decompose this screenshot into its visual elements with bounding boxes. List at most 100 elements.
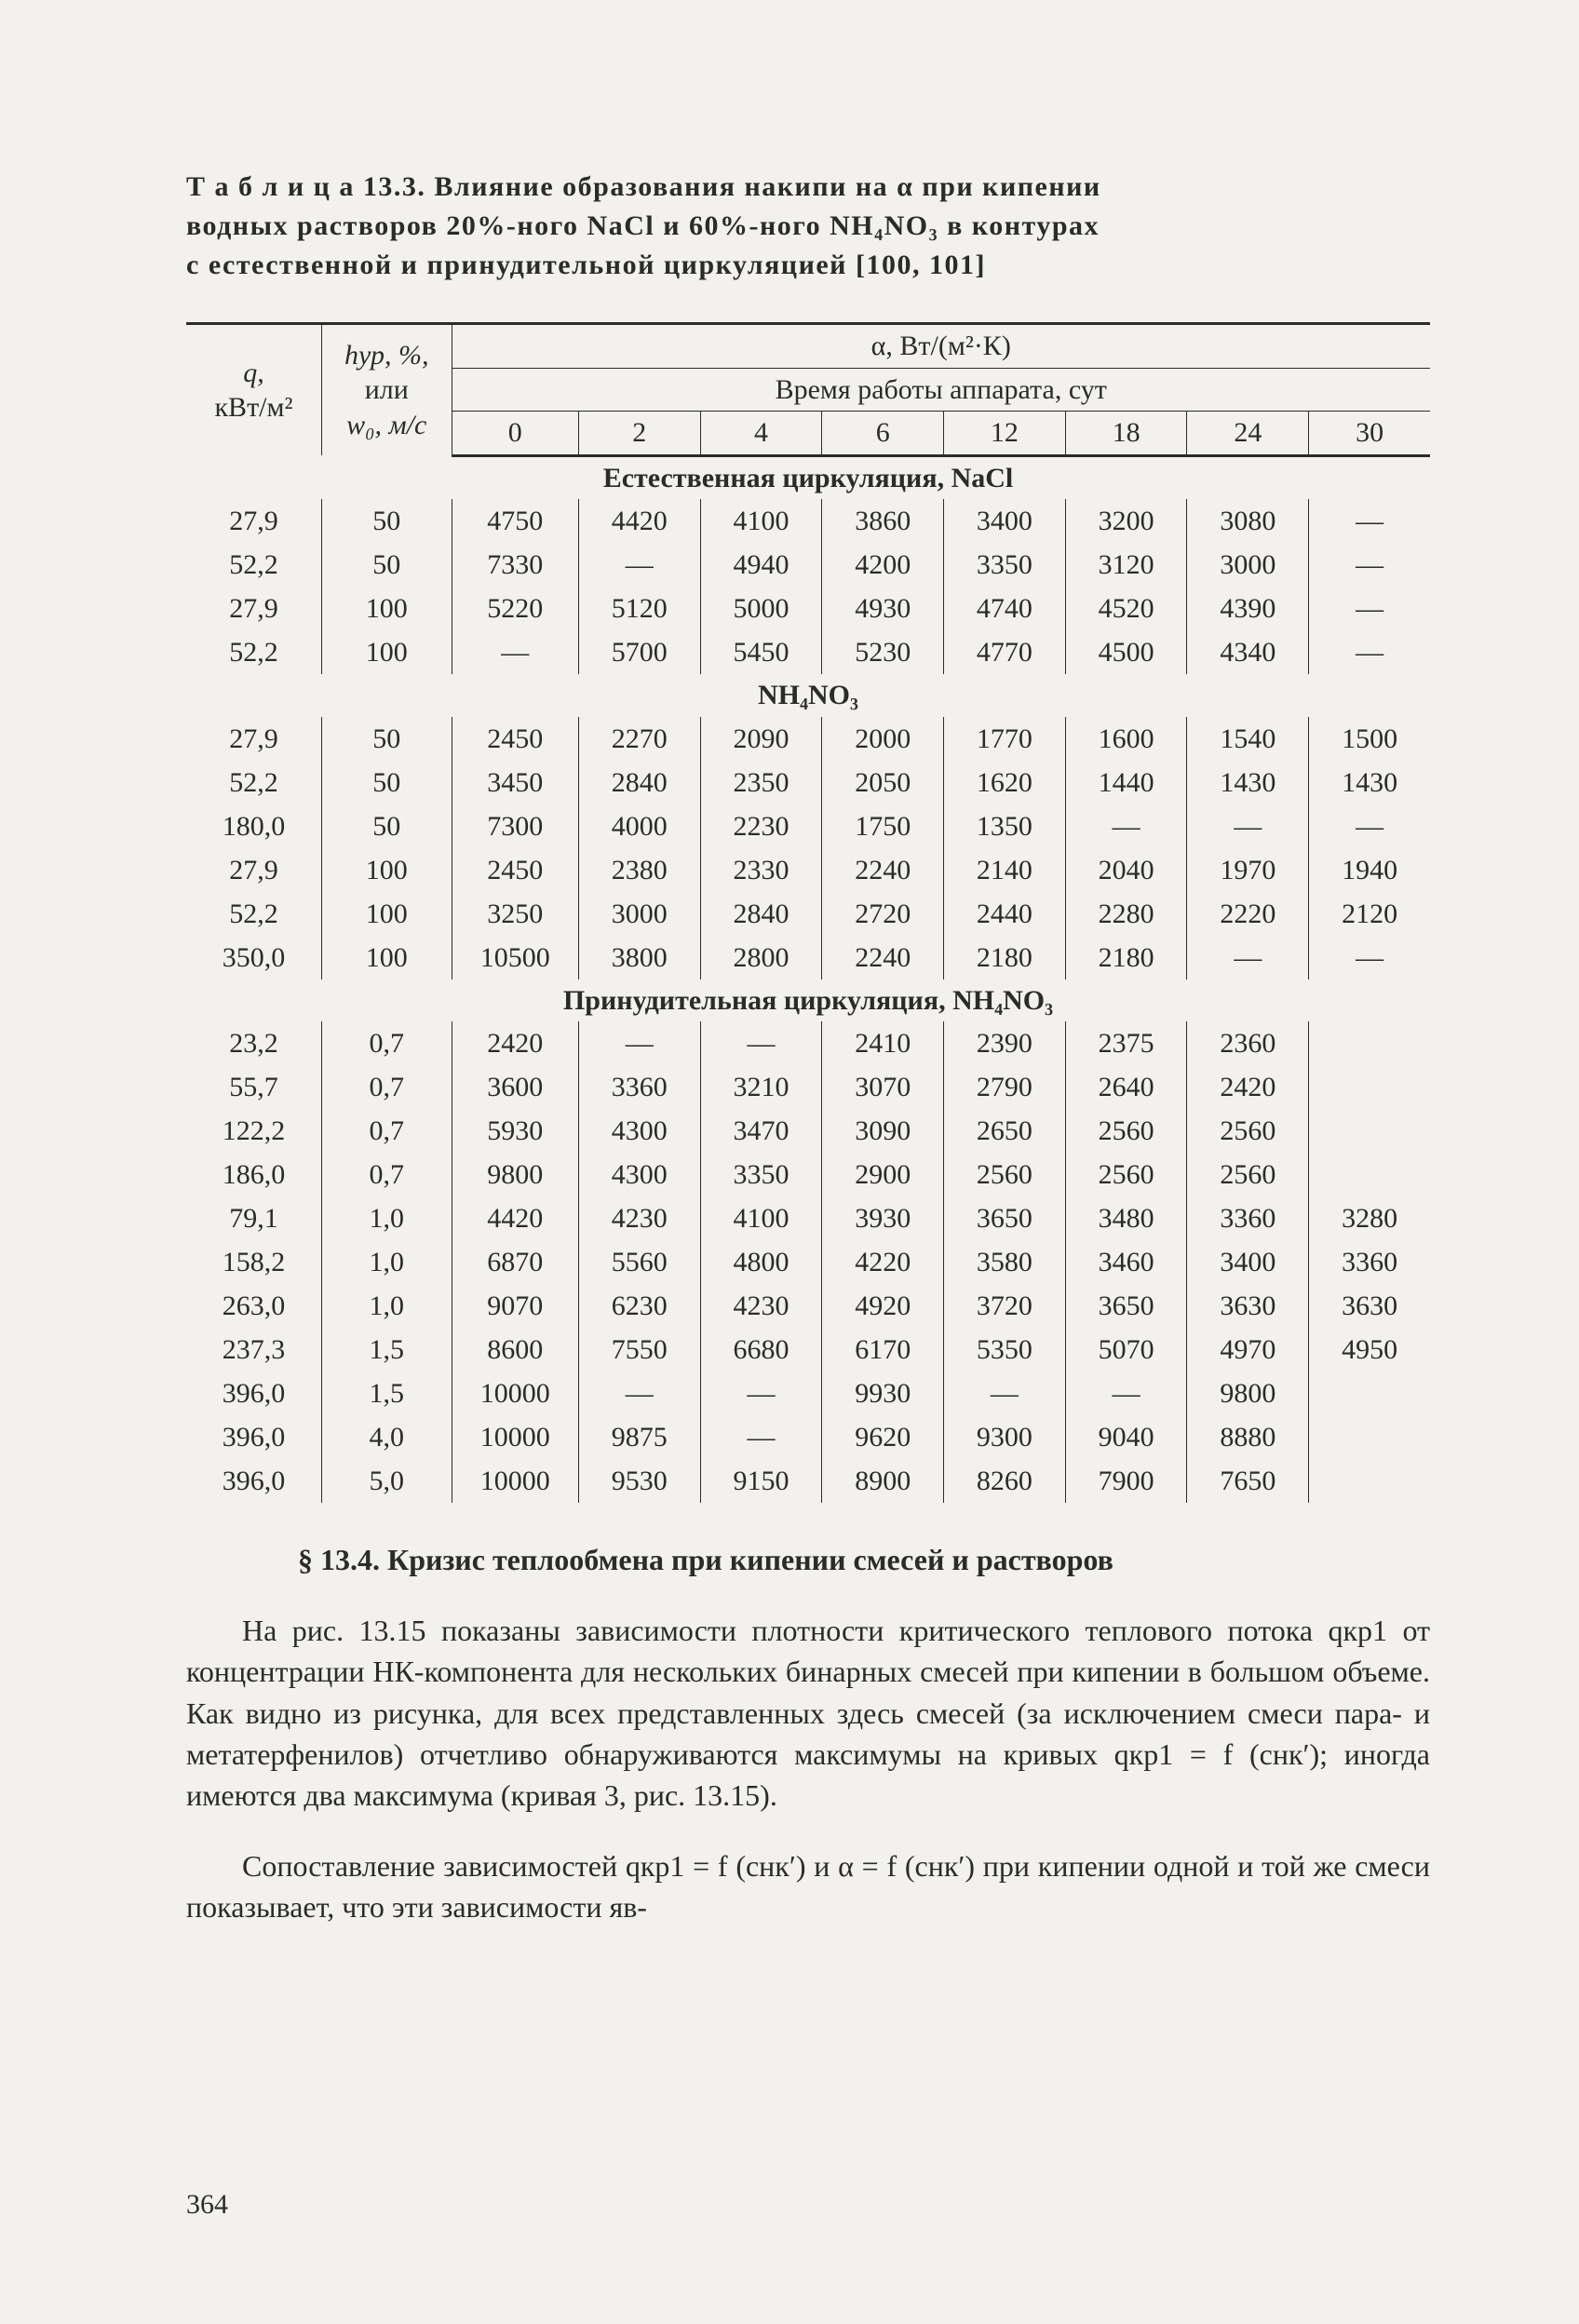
cell-value: 2140 (944, 848, 1066, 892)
cell-value (1309, 1065, 1430, 1109)
cell-value: — (944, 1371, 1066, 1415)
cell-value: 4970 (1187, 1328, 1309, 1371)
cell-value: 4770 (944, 630, 1066, 674)
cell-value: 2240 (822, 848, 944, 892)
cell-value: 2050 (822, 761, 944, 804)
cell-value (1309, 1459, 1430, 1503)
cell-q: 52,2 (186, 630, 321, 674)
cell-value: 9930 (822, 1371, 944, 1415)
cell-value: 3630 (1309, 1284, 1430, 1328)
cell-value: 4300 (578, 1109, 700, 1153)
section-2-title: NH₄NO₃ (186, 674, 1430, 717)
cell-value: 10000 (452, 1415, 578, 1459)
cell-value: 3000 (578, 892, 700, 936)
section-heading: § 13.4. Кризис теплообмена при кипении с… (298, 1540, 1430, 1580)
cell-q: 55,7 (186, 1065, 321, 1109)
cell-h: 0,7 (321, 1109, 452, 1153)
cell-value: 2380 (578, 848, 700, 892)
cell-value: 5350 (944, 1328, 1066, 1371)
cell-q: 52,2 (186, 761, 321, 804)
cell-value: 1600 (1065, 717, 1187, 761)
cell-value: 9070 (452, 1284, 578, 1328)
cell-value: 7300 (452, 804, 578, 848)
cell-value: 3930 (822, 1196, 944, 1240)
cell-q: 79,1 (186, 1196, 321, 1240)
cell-value: 3450 (452, 761, 578, 804)
cell-value: 5070 (1065, 1328, 1187, 1371)
cell-value: 10000 (452, 1371, 578, 1415)
cell-value: 4750 (452, 499, 578, 543)
cell-h: 50 (321, 761, 452, 804)
cell-h: 100 (321, 848, 452, 892)
cell-value: — (700, 1415, 822, 1459)
cell-value: 10000 (452, 1459, 578, 1503)
cell-value: 5930 (452, 1109, 578, 1153)
cell-value: 4220 (822, 1240, 944, 1284)
table-row: 79,11,044204230410039303650348033603280 (186, 1196, 1430, 1240)
table-row: 237,31,586007550668061705350507049704950 (186, 1328, 1430, 1371)
cell-value: 4100 (700, 1196, 822, 1240)
cell-q: 263,0 (186, 1284, 321, 1328)
cell-value: 3350 (700, 1153, 822, 1196)
cell-value: 3120 (1065, 543, 1187, 587)
cell-value: 1750 (822, 804, 944, 848)
cell-value (1309, 1021, 1430, 1065)
cell-value: 3360 (1187, 1196, 1309, 1240)
cell-h: 100 (321, 630, 452, 674)
table-row: 263,01,090706230423049203720365036303630 (186, 1284, 1430, 1328)
cell-value (1309, 1153, 1430, 1196)
cell-value: — (1309, 630, 1430, 674)
cell-q: 237,3 (186, 1328, 321, 1371)
cell-value: — (1309, 936, 1430, 980)
cell-q: 186,0 (186, 1153, 321, 1196)
cell-h: 1,0 (321, 1196, 452, 1240)
cell-value: 4940 (700, 543, 822, 587)
cell-value: 1540 (1187, 717, 1309, 761)
cell-q: 158,2 (186, 1240, 321, 1284)
cell-value: 6680 (700, 1328, 822, 1371)
cell-value: 3000 (1187, 543, 1309, 587)
cell-value: 3280 (1309, 1196, 1430, 1240)
cell-value: 9800 (452, 1153, 578, 1196)
cell-value: 2180 (1065, 936, 1187, 980)
cell-value (1309, 1371, 1430, 1415)
cell-value: 3400 (944, 499, 1066, 543)
cell-value: 2560 (1065, 1153, 1187, 1196)
cell-h: 50 (321, 717, 452, 761)
cell-value: 4000 (578, 804, 700, 848)
cell-value: 9875 (578, 1415, 700, 1459)
cell-value: — (578, 543, 700, 587)
cell-q: 122,2 (186, 1109, 321, 1153)
cell-value: 6230 (578, 1284, 700, 1328)
cell-value: 2420 (1187, 1065, 1309, 1109)
cell-value: 2330 (700, 848, 822, 892)
cell-value: 3080 (1187, 499, 1309, 543)
cell-value: 2360 (1187, 1021, 1309, 1065)
time-col-6: 6 (822, 412, 944, 456)
cell-value: 4930 (822, 587, 944, 630)
cell-value: 4200 (822, 543, 944, 587)
cell-value: 7550 (578, 1328, 700, 1371)
table-row: 27,9504750442041003860340032003080— (186, 499, 1430, 543)
cell-value: 4800 (700, 1240, 822, 1284)
col-header-time: Время работы аппарата, сут (452, 368, 1430, 412)
table-row: 55,70,73600336032103070279026402420 (186, 1065, 1430, 1109)
col-header-h: hур, %, или w₀, м/с (321, 324, 452, 456)
cell-h: 50 (321, 499, 452, 543)
caption-line-1: Т а б л и ц а 13.3. Влияние образования … (186, 171, 1101, 202)
cell-value: 5700 (578, 630, 700, 674)
table-row: 186,00,79800430033502900256025602560 (186, 1153, 1430, 1196)
table-row: 396,01,510000——9930——9800 (186, 1371, 1430, 1415)
cell-h: 100 (321, 936, 452, 980)
cell-value: — (1187, 936, 1309, 980)
cell-value: — (452, 630, 578, 674)
cell-value: 2350 (700, 761, 822, 804)
table-row: 52,2100—570054505230477045004340— (186, 630, 1430, 674)
section-3-title: Принудительная циркуляция, NH₄NO₃ (186, 980, 1430, 1022)
cell-value: 2450 (452, 848, 578, 892)
table-row: 27,91005220512050004930474045204390— (186, 587, 1430, 630)
table-row: 52,2507330—49404200335031203000— (186, 543, 1430, 587)
caption-line-2: водных растворов 20%-ного NaCl и 60%-ног… (186, 210, 1100, 241)
time-col-12: 12 (944, 412, 1066, 456)
cell-h: 100 (321, 892, 452, 936)
